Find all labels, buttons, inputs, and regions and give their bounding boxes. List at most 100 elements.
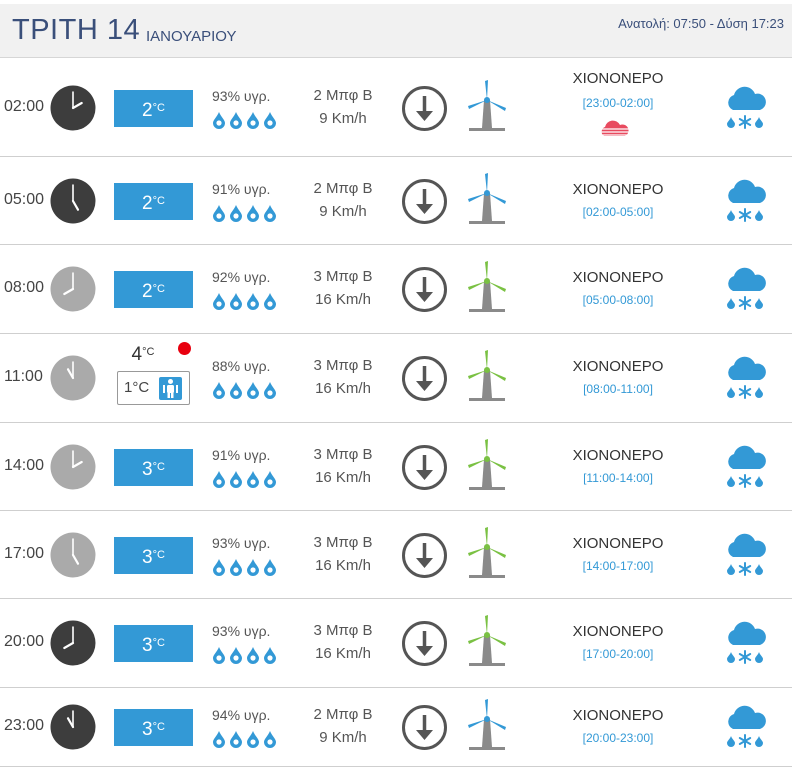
wind-beaufort: 3 Μπφ Β [313,445,373,463]
wind-info: 3 Μπφ Β 16 Km/h [298,619,388,665]
condition-time-range: [20:00-23:00] [582,731,654,745]
humidity-drops-icon [212,646,278,664]
humidity-drops-icon [212,381,278,399]
forecast-row: 23:00 3°C 94% υγρ. 2 Μπφ Β 9 Km/h ΧΙΟΝΟΝΕΡ… [0,688,792,767]
wind-direction-arrow-icon [401,532,448,579]
time-label: 05:00 [4,190,45,208]
temperature-unit: °C [152,101,165,114]
condition-time-range: [08:00-11:00] [583,382,653,396]
wind-beaufort: 3 Μπφ Β [313,622,373,639]
wind-info: 3 Μπφ Β 16 Km/h [298,265,388,311]
wind-info: 3 Μπφ Β 16 Km/h [298,531,388,577]
humidity-label: 94% υγρ. [212,707,271,723]
clock-icon [50,355,96,401]
wind-info: 2 Μπφ Β 9 Km/h [298,703,388,749]
temperature-value: 3 [142,635,153,656]
wind-beaufort: 3 Μπφ Β [313,357,373,374]
condition-time-range: [14:00-17:00] [582,558,654,573]
wind-turbine-icon [466,613,508,668]
wind-speed: 9 Km/h [319,729,367,746]
red-cloud-icon [599,120,629,138]
temperature-unit: °C [142,346,155,358]
wind-direction-arrow-icon [401,704,448,751]
clock-icon [50,266,96,312]
temperature-box: 3°C [114,625,193,662]
humidity-drops-icon [212,730,278,748]
temperature-value: 2 [142,99,153,121]
condition-label: ΧΙΟΝΟΝΕΡΟ [572,446,664,464]
temperature-box: 3°C [114,448,193,486]
condition-label: ΧΙΟΝΟΝΕΡΟ [572,269,664,286]
wind-turbine-icon [466,437,508,492]
temperature-box: 2°C [114,182,193,220]
condition-time-range: [02:00-05:00] [582,204,654,219]
temperature-unit: °C [152,637,165,649]
humidity-label: 91% υγρ. [212,180,271,197]
sleet-icon [722,621,768,667]
forecast-row: 14:00 3°C 91% υγρ. 3 Μπφ Β 16 Km/h ΧΙΟΝΟΝΕ… [0,423,792,511]
clock-icon [50,704,96,750]
condition-label: ΧΙΟΝΟΝΕΡΟ [572,707,664,724]
humidity-label: 93% υγρ. [212,623,271,639]
temperature-value: 4 [131,344,143,365]
temperature-value: 2 [142,192,153,214]
wind-direction-arrow-icon [401,355,448,402]
day-title: ΤΡΙΤΗ 14 [12,14,141,46]
wind-info: 3 Μπφ Β 16 Km/h [298,354,388,400]
clock-icon [50,85,96,131]
humidity-label: 92% υγρ. [212,269,271,285]
temperature-unit: °C [152,194,165,207]
condition-time-range: [17:00-20:00] [582,647,654,661]
condition-label: ΧΙΟΝΟΝΕΡΟ [572,534,664,552]
temperature-value: 3 [142,546,153,568]
time-label: 17:00 [4,544,45,562]
time-label: 02:00 [4,97,45,115]
forecast-row: 20:00 3°C 93% υγρ. 3 Μπφ Β 16 Km/h ΧΙΟΝΟΝΕ… [0,599,792,688]
sleet-icon [722,267,768,313]
condition-time-range: [23:00-02:00] [582,95,654,110]
wind-speed: 16 Km/h [315,645,371,662]
forecast-row: 11:00 4°C 1°C 88% υγρ. 3 Μπφ Β 16 Km/h ΧΙΟ… [0,334,792,423]
clock-icon [50,620,96,666]
sleet-icon [722,445,768,491]
humidity-drops-icon [212,111,278,129]
time-label: 14:00 [4,456,45,474]
temperature-unit: °C [152,721,165,733]
forecast-row: 02:00 2°C 93% υγρ. 2 Μπφ Β 9 Km/h ΧΙΟΝΟΝΕΡ… [0,59,792,157]
wind-speed: 16 Km/h [315,556,371,574]
wind-turbine-icon [466,171,508,226]
time-label: 11:00 [4,368,43,385]
wind-direction-arrow-icon [401,444,448,491]
sleet-icon [722,533,768,579]
wind-turbine-icon [466,259,508,314]
condition-label: ΧΙΟΝΟΝΕΡΟ [572,623,664,640]
wind-speed: 9 Km/h [319,202,367,220]
sleet-icon [722,356,768,402]
temperature-value: 3 [142,719,153,740]
clock-icon [50,444,96,490]
time-label: 20:00 [4,633,45,650]
wind-turbine-icon [466,348,508,403]
temperature-unit: °C [152,283,165,295]
wind-turbine-icon [466,78,508,133]
humidity-label: 91% υγρ. [212,446,271,463]
wind-beaufort: 3 Μπφ Β [313,268,373,285]
humidity-drops-icon [212,470,278,488]
condition-label: ΧΙΟΝΟΝΕΡΟ [572,69,664,87]
temperature-box: 2°C [114,271,193,308]
forecast-row: 17:00 3°C 93% υγρ. 3 Μπφ Β 16 Km/h ΧΙΟΝΟΝΕ… [0,511,792,599]
temperature-box: 2°C [114,89,193,127]
temperature-box: 3°C [114,709,193,746]
wind-beaufort: 2 Μπφ Β [313,86,373,104]
time-label: 23:00 [4,717,45,734]
clock-icon [50,178,96,224]
day-header: ΤΡΙΤΗ 14 ΙΑΝΟΥΑΡΙΟΥ Ανατολή: 07:50 - Δύσ… [0,4,792,58]
wind-beaufort: 2 Μπφ Β [313,179,373,197]
wind-info: 2 Μπφ Β 9 Km/h [298,177,388,223]
wind-direction-arrow-icon [401,178,448,225]
alert-dot-icon [178,342,191,355]
temperature-value: 2 [142,281,153,302]
humidity-label: 93% υγρ. [212,534,271,551]
person-icon [159,377,182,400]
condition-label: ΧΙΟΝΟΝΕΡΟ [572,358,664,375]
